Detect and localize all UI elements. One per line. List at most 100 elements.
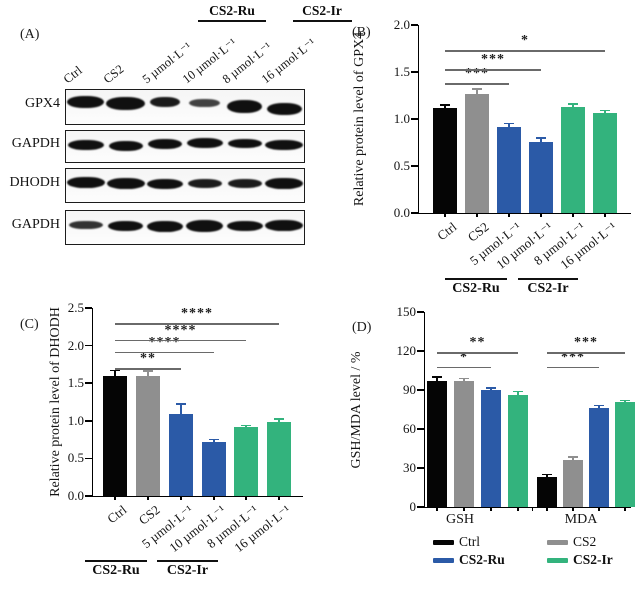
y-tick: [85, 344, 92, 347]
x-tick: [463, 507, 465, 511]
y-tick-label: 2.0: [67, 337, 84, 353]
y-tick: [411, 24, 418, 26]
x-tick: [572, 507, 574, 511]
bar: [136, 375, 160, 496]
y-tick-label: 2.5: [67, 300, 84, 315]
legend-label: CS2-Ru: [459, 552, 505, 567]
error-bar: [604, 110, 606, 114]
error-bar-cap: [568, 456, 578, 458]
legend-label: CS2: [573, 534, 597, 549]
bar: [454, 380, 474, 507]
bar: [497, 127, 521, 213]
y-tick: [411, 71, 418, 73]
lane-group-underline: [293, 20, 352, 22]
bar: [508, 395, 528, 507]
x-tick: [540, 213, 542, 217]
y-tick-label: 120: [396, 343, 417, 358]
legend-swatch: [433, 540, 454, 545]
error-bar-cap: [600, 109, 610, 112]
error-bar-cap: [504, 122, 514, 125]
sig-stars: *: [460, 349, 468, 365]
y-tick-label: 30: [403, 460, 416, 475]
error-bar: [572, 103, 574, 107]
bar: [267, 422, 291, 496]
error-bar-cap: [472, 88, 482, 90]
y-tick-label: 1.0: [393, 111, 410, 126]
legend-item: CS2: [547, 534, 635, 551]
y-axis-title-wrap: GSH/MDA level / %: [349, 312, 365, 507]
error-bar-cap: [486, 387, 496, 389]
blot-row-label: GAPDH: [11, 216, 60, 232]
x-tick: [114, 496, 116, 500]
bar: [593, 113, 617, 213]
blot-row: [65, 130, 305, 163]
error-bar: [598, 405, 600, 409]
blot-band: [68, 220, 103, 229]
panel-label: (D): [352, 320, 372, 335]
group-bracket-line: [157, 560, 218, 562]
error-bar-cap: [513, 390, 523, 393]
blot-band: [266, 103, 302, 115]
x-tick: [476, 213, 478, 217]
panel-label: (B): [352, 25, 371, 40]
bar: [537, 477, 557, 507]
y-tick-label: 1.5: [67, 375, 84, 391]
blot-band: [106, 178, 145, 189]
blot-band: [147, 221, 184, 232]
error-bar: [213, 439, 215, 442]
y-tick-label: 0.0: [393, 205, 410, 220]
error-bar-cap: [432, 376, 442, 378]
group-bracket-line: [518, 278, 578, 280]
y-axis-title-wrap: Relative protein level of DHODH: [48, 307, 64, 497]
blot-row: [65, 89, 305, 125]
category-label: GSH: [445, 512, 474, 527]
x-tick: [147, 496, 149, 500]
y-tick-label: 150: [396, 304, 417, 319]
group-bracket-label: CS2-Ru: [92, 563, 140, 578]
y-tick: [417, 311, 424, 313]
x-tick: [278, 496, 280, 500]
error-bar: [490, 388, 492, 390]
group-bracket-line: [445, 278, 507, 280]
group-bracket-label: CS2-Ru: [452, 281, 500, 296]
error-bar: [476, 88, 478, 94]
y-tick: [85, 420, 92, 422]
blot-band: [265, 139, 304, 150]
x-tick: [490, 507, 492, 511]
y-tick: [417, 467, 424, 469]
legend-item: CS2-Ir: [547, 552, 635, 569]
x-tick: [624, 507, 626, 511]
y-tick: [417, 428, 424, 430]
bar: [103, 375, 127, 496]
y-tick: [417, 350, 424, 352]
panel-c-dhodh-chart: (C) 0.0 0.5 1.0 1.5 2.0 2.5 Relative protein le…: [0, 290, 330, 591]
bar: [234, 426, 258, 496]
legend-label: CS2-Ir: [573, 552, 613, 567]
blot-band: [150, 97, 181, 107]
y-tick: [85, 382, 92, 384]
error-bar-cap: [542, 473, 552, 476]
blot-band: [265, 178, 304, 189]
error-bar-cap: [241, 424, 251, 427]
bar: [202, 441, 226, 496]
x-tick: [517, 507, 519, 511]
error-bar-cap: [143, 370, 153, 372]
error-bar: [572, 456, 574, 461]
blot-band: [186, 137, 223, 148]
sig-line: [445, 69, 541, 71]
legend-label: Ctrl: [459, 534, 481, 549]
legend-swatch: [547, 540, 568, 545]
error-bar: [546, 474, 548, 478]
sig-line: [547, 352, 625, 354]
blot-row-label: GPX4: [24, 96, 60, 111]
y-tick-label: 0.5: [393, 158, 410, 173]
sig-stars: ****: [181, 306, 213, 322]
legend-swatch: [433, 558, 454, 563]
error-bar-cap: [110, 369, 120, 372]
panel-label: (A): [20, 27, 40, 42]
blot-band: [189, 99, 221, 107]
y-tick: [411, 118, 418, 120]
blot-band: [226, 220, 263, 231]
sig-line: [115, 368, 181, 370]
